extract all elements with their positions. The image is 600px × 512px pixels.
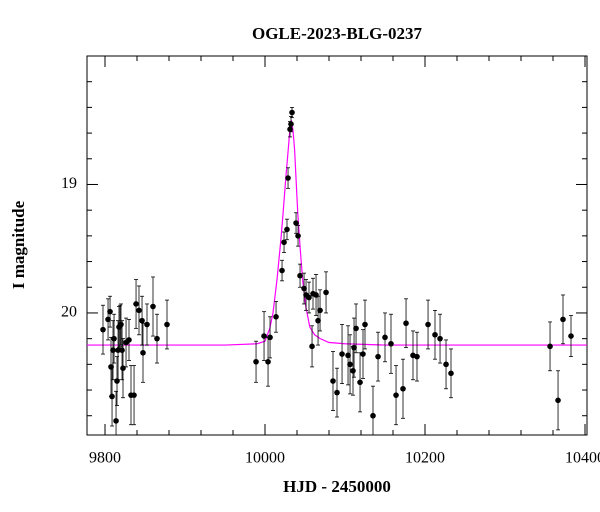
data-point: [357, 379, 363, 386]
data-point: [120, 365, 126, 371]
data-point: [432, 331, 438, 338]
data-point: [437, 335, 443, 342]
data-point: [293, 220, 299, 226]
data-point: [301, 285, 307, 292]
x-tick-label: 10200: [405, 450, 445, 467]
data-point: [443, 361, 449, 368]
data-point: [114, 378, 120, 384]
data-point: [393, 392, 399, 398]
data-point: [113, 418, 119, 424]
data-point: [150, 303, 156, 310]
data-point: [110, 347, 116, 354]
data-point: [317, 307, 323, 314]
x-axis-label: HJD - 2450000: [283, 477, 391, 496]
data-point: [382, 334, 388, 341]
data-point: [360, 351, 366, 357]
data-point: [284, 226, 290, 233]
y-tick-label: 20: [61, 304, 77, 321]
data-point: [315, 317, 321, 324]
data-point: [295, 233, 301, 239]
data-point: [351, 344, 357, 351]
data-point: [279, 267, 285, 274]
x-tick-label: 9800: [89, 450, 121, 467]
data-point: [400, 385, 406, 392]
data-point: [362, 321, 368, 328]
x-tick-label: 10400: [565, 450, 600, 467]
chart-title: OGLE-2023-BLG-0237: [252, 24, 423, 43]
data-point: [334, 389, 340, 396]
data-point: [375, 353, 381, 360]
data-point: [288, 121, 294, 127]
x-tick-label: 10000: [245, 450, 285, 467]
data-point: [388, 340, 394, 347]
plot-area: [87, 106, 587, 435]
data-point: [448, 370, 454, 377]
data-point: [261, 333, 267, 339]
data-point: [100, 326, 106, 333]
y-tick-label: 19: [61, 175, 77, 192]
data-point: [139, 317, 145, 324]
data-point: [107, 308, 113, 315]
data-point: [289, 109, 295, 116]
data-point: [265, 358, 271, 365]
data-point: [403, 320, 409, 327]
plot-frame: [86, 55, 588, 436]
data-point: [339, 351, 345, 357]
data-point: [111, 335, 117, 342]
data-point: [560, 316, 566, 323]
data-point: [323, 289, 329, 296]
data-point: [425, 321, 431, 328]
data-point: [568, 333, 574, 339]
data-point: [309, 343, 315, 350]
y-axis-label: I magnitude: [9, 200, 28, 289]
data-point: [126, 337, 132, 343]
data-point: [154, 335, 160, 342]
data-point: [370, 412, 376, 419]
data-point: [118, 321, 124, 328]
data-point: [273, 314, 279, 320]
data-point: [281, 239, 287, 246]
data-point: [547, 343, 553, 350]
data-point: [267, 334, 273, 341]
data-point: [136, 307, 142, 314]
data-point: [140, 349, 146, 356]
data-point: [306, 294, 312, 301]
data-point: [297, 272, 303, 279]
data-point: [555, 397, 561, 404]
data-point: [131, 392, 137, 398]
data-point: [330, 378, 336, 384]
data-point: [109, 393, 115, 400]
data-point: [345, 352, 351, 359]
data-point: [347, 361, 353, 368]
data-point: [253, 358, 259, 365]
data-point: [287, 126, 293, 133]
data-point: [164, 321, 170, 328]
data-point: [350, 367, 356, 374]
data-point: [115, 347, 121, 354]
data-point: [285, 175, 291, 181]
data-point: [414, 353, 420, 360]
data-point: [144, 321, 150, 328]
data-point: [119, 347, 125, 354]
data-point: [105, 316, 111, 323]
data-point: [353, 325, 359, 332]
data-point: [133, 301, 139, 307]
